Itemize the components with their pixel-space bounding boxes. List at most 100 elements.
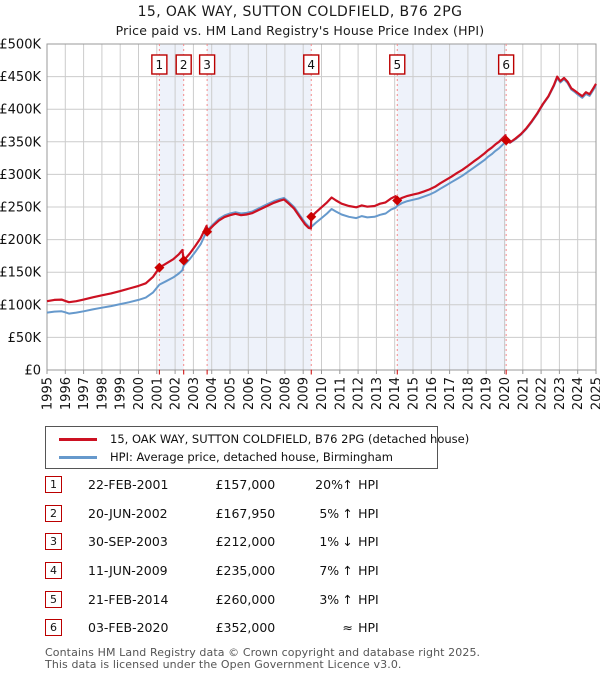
sale-table-row: 4 11-JUN-2009 £235,000 7% ↑ HPI <box>45 561 390 580</box>
sale-hpi-label: HPI <box>358 620 379 636</box>
sale-table-row: 2 20-JUN-2002 £167,950 5% ↑ HPI <box>45 504 390 523</box>
svg-text:1997: 1997 <box>77 377 92 410</box>
sale-number-badge: 3 <box>45 533 62 551</box>
svg-text:2009: 2009 <box>297 377 312 410</box>
sale-marker-diamond <box>154 262 165 273</box>
sale-table-row: 1 22-FEB-2001 £157,000 20% ↑ HPI <box>45 475 390 494</box>
svg-text:2000: 2000 <box>132 377 147 410</box>
sale-price: £235,000 <box>215 563 276 579</box>
svg-text:2020: 2020 <box>498 377 513 410</box>
sale-marker-diamond <box>202 226 213 237</box>
svg-text:2019: 2019 <box>480 377 495 410</box>
sale-marker-diamond <box>178 255 189 266</box>
series-lines <box>46 75 597 315</box>
sale-hpi-percent: 3% <box>319 591 340 607</box>
y-axis-labels: £0 £50K £100K £150K £200K £250K £300K £350K £400… <box>0 38 41 379</box>
license-footer: Contains HM Land Registry data © Crown c… <box>45 647 480 670</box>
svg-text:£250K: £250K <box>0 201 41 216</box>
sale-marker-diamond <box>392 195 403 206</box>
svg-text:2007: 2007 <box>260 377 275 410</box>
page-subtitle: Price paid vs. HM Land Registry's House … <box>115 23 485 38</box>
svg-text:1: 1 <box>156 58 164 72</box>
hpi-line-swatch <box>59 455 97 459</box>
x-axis-labels: 1995 1996 1997 1998 1999 2000 2001 2002 2003 2004… <box>41 377 600 410</box>
price-history-chart: 1 2 3 4 5 6 £0 £50K £100K £150K £200K £250K £300K £35… <box>0 38 600 411</box>
svg-text:2018: 2018 <box>461 377 476 410</box>
sale-hpi-direction-icon: ↑ <box>342 505 353 521</box>
sale-hpi-label: HPI <box>358 591 379 607</box>
sale-number-badge: 6 <box>45 619 62 637</box>
svg-text:2023: 2023 <box>553 377 568 410</box>
svg-text:2024: 2024 <box>571 377 586 410</box>
sale-number-badge: 4 <box>45 562 62 580</box>
sale-number-badge: 5 <box>45 590 62 608</box>
sale-date: 03-FEB-2020 <box>88 620 169 636</box>
svg-text:2011: 2011 <box>333 377 348 410</box>
sale-hpi-label: HPI <box>358 477 379 492</box>
sale-date-lines <box>158 44 507 375</box>
legend-label-hpi: HPI: Average price, detached house, Birm… <box>110 450 394 464</box>
svg-text:£450K: £450K <box>0 70 41 85</box>
page-title: 15, OAK WAY, SUTTON COLDFIELD, B76 2PG <box>137 4 463 20</box>
svg-text:2014: 2014 <box>388 377 403 410</box>
footer-line-1: Contains HM Land Registry data © Crown c… <box>45 646 481 659</box>
svg-text:2003: 2003 <box>187 377 202 410</box>
svg-text:5: 5 <box>393 58 401 72</box>
svg-text:2: 2 <box>180 58 188 72</box>
plot-border <box>46 43 597 374</box>
legend-item-hpi: HPI: Average price, detached house, Birm… <box>46 449 437 466</box>
svg-text:2001: 2001 <box>150 377 165 410</box>
sales-table: 1 22-FEB-2001 £157,000 20% ↑ HPI 2 20-JUN-2002 £… <box>45 475 390 647</box>
svg-text:2002: 2002 <box>169 377 184 410</box>
svg-text:2015: 2015 <box>407 377 422 410</box>
sale-price: £260,000 <box>215 591 276 607</box>
property-line-swatch <box>59 437 97 441</box>
svg-text:2013: 2013 <box>370 377 385 410</box>
sale-hpi-percent: 1% <box>319 534 340 550</box>
sale-hpi-percent: 20% <box>315 477 343 492</box>
footer-line-2: This data is licensed under the Open Gov… <box>45 657 402 671</box>
sale-table-row: 3 30-SEP-2003 £212,000 1% ↓ HPI <box>45 532 390 551</box>
svg-text:3: 3 <box>203 58 211 72</box>
legend-label-property: 15, OAK WAY, SUTTON COLDFIELD, B76 2PG (… <box>110 432 470 446</box>
svg-text:6: 6 <box>502 58 510 72</box>
sale-date: 21-FEB-2014 <box>88 591 169 607</box>
svg-text:2008: 2008 <box>278 377 293 410</box>
sale-price: £212,000 <box>215 534 276 550</box>
sale-marker-diamond <box>501 135 512 146</box>
sale-hpi-direction-icon: ↑ <box>342 563 353 579</box>
svg-text:2006: 2006 <box>242 377 257 410</box>
svg-text:2025: 2025 <box>590 377 600 410</box>
svg-text:1998: 1998 <box>95 377 110 410</box>
sale-marker-diamond <box>306 211 317 222</box>
sale-number-boxes: 1 2 3 4 5 6 <box>151 54 515 75</box>
svg-text:£350K: £350K <box>0 135 41 150</box>
svg-text:£200K: £200K <box>0 233 41 248</box>
svg-text:2017: 2017 <box>443 377 458 410</box>
sale-price: £167,950 <box>215 505 276 521</box>
svg-text:2010: 2010 <box>315 377 330 410</box>
chart-legend: 15, OAK WAY, SUTTON COLDFIELD, B76 2PG (… <box>45 426 469 469</box>
sale-table-row: 5 21-FEB-2014 £260,000 3% ↑ HPI <box>45 590 390 609</box>
svg-text:2021: 2021 <box>516 377 531 410</box>
sale-hpi-direction-icon: ↓ <box>342 534 353 550</box>
sale-number-badge: 2 <box>45 504 62 522</box>
svg-text:£500K: £500K <box>0 38 41 53</box>
sale-hpi-label: HPI <box>358 505 379 521</box>
svg-text:£150K: £150K <box>0 266 41 281</box>
sale-table-row: 6 03-FEB-2020 £352,000 ≈ HPI <box>45 618 390 637</box>
svg-text:1999: 1999 <box>114 377 129 410</box>
sale-price: £352,000 <box>215 620 276 636</box>
sale-hpi-label: HPI <box>358 563 379 579</box>
sale-date: 30-SEP-2003 <box>88 534 168 550</box>
svg-text:2004: 2004 <box>205 377 220 410</box>
sale-hpi-percent: 5% <box>319 505 340 521</box>
sale-hpi-percent: 7% <box>319 563 340 579</box>
svg-text:2005: 2005 <box>224 377 239 410</box>
sale-hpi-label: HPI <box>358 534 379 550</box>
sale-date: 20-JUN-2002 <box>88 505 168 521</box>
property-price-line <box>46 75 597 304</box>
svg-text:2012: 2012 <box>352 377 367 410</box>
sale-price: £157,000 <box>215 477 276 492</box>
legend-item-property: 15, OAK WAY, SUTTON COLDFIELD, B76 2PG (… <box>46 431 469 448</box>
